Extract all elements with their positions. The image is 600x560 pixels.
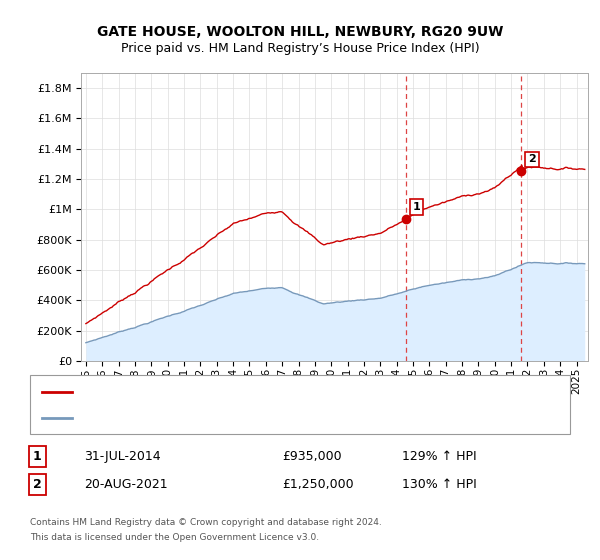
Text: 31-JUL-2014: 31-JUL-2014 [84, 450, 161, 463]
Text: Contains HM Land Registry data © Crown copyright and database right 2024.: Contains HM Land Registry data © Crown c… [30, 518, 382, 527]
Text: Price paid vs. HM Land Registry’s House Price Index (HPI): Price paid vs. HM Land Registry’s House … [121, 42, 479, 55]
Text: 130% ↑ HPI: 130% ↑ HPI [402, 478, 477, 491]
Text: 1: 1 [413, 202, 421, 212]
Text: HPI: Average price, detached house, Basingstoke and Deane: HPI: Average price, detached house, Basi… [81, 413, 397, 423]
Text: 20-AUG-2021: 20-AUG-2021 [84, 478, 167, 491]
Text: 2: 2 [33, 478, 42, 491]
Text: 1: 1 [33, 450, 42, 463]
Text: £935,000: £935,000 [282, 450, 341, 463]
Text: GATE HOUSE, WOOLTON HILL, NEWBURY, RG20 9UW: GATE HOUSE, WOOLTON HILL, NEWBURY, RG20 … [97, 25, 503, 39]
Text: £1,250,000: £1,250,000 [282, 478, 353, 491]
Text: 2: 2 [528, 155, 536, 164]
Text: 129% ↑ HPI: 129% ↑ HPI [402, 450, 476, 463]
Text: This data is licensed under the Open Government Licence v3.0.: This data is licensed under the Open Gov… [30, 533, 319, 542]
Text: GATE HOUSE, WOOLTON HILL, NEWBURY, RG20 9UW (detached house): GATE HOUSE, WOOLTON HILL, NEWBURY, RG20 … [81, 386, 449, 396]
